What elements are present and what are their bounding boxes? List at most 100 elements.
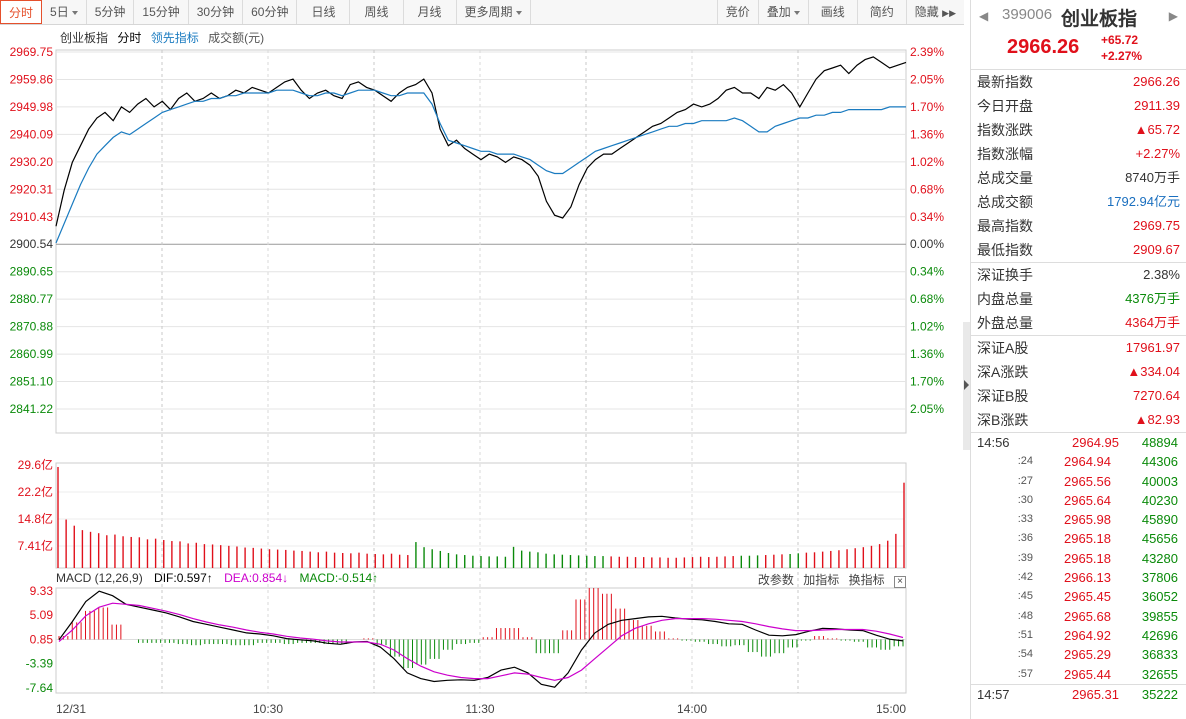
quote-value: +2.27%: [1135, 146, 1180, 161]
quote-value: 2909.67: [1133, 242, 1180, 257]
tab-30min[interactable]: 30分钟: [189, 0, 244, 24]
tab-fenshi[interactable]: 分时: [0, 0, 43, 24]
legend-lead[interactable]: 领先指标: [150, 31, 199, 45]
hide-button[interactable]: 隐藏 ▶▶: [907, 0, 964, 24]
lead-line: [55, 89, 906, 244]
hide-label: 隐藏: [914, 5, 939, 19]
chevron-down-icon: [71, 10, 78, 15]
quote-label: 总成交量: [977, 170, 1033, 186]
tick-price: 2965.18: [1064, 531, 1111, 547]
quote-value: 4364万手: [1125, 315, 1180, 330]
quote-value: 7270.64: [1133, 388, 1180, 403]
quote-row: 深B涨跌 ▲82.93: [971, 408, 1186, 432]
tick-row: :54 2965.29 36833: [971, 645, 1186, 664]
price-change-pct: +2.27%: [1101, 49, 1143, 63]
tick-time: 14:57: [977, 686, 1010, 702]
price-axis-label: 2900.54: [10, 237, 54, 251]
toolbar-spacer: [531, 0, 717, 24]
dea-line: [58, 602, 904, 681]
quote-value: 8740万手: [1125, 170, 1180, 185]
tick-volume: 37806: [1141, 570, 1178, 586]
tab-15min[interactable]: 15分钟: [134, 0, 189, 24]
tab-5day[interactable]: 5日: [42, 0, 87, 24]
swap-indicator-link[interactable]: 换指标: [848, 573, 885, 587]
price-frame: [55, 49, 907, 434]
draw-line-button[interactable]: 画线: [809, 0, 858, 24]
add-indicator-link[interactable]: 加指标: [803, 573, 840, 587]
tick-volume: 40230: [1141, 492, 1178, 508]
pct-axis-label: 1.36%: [910, 127, 944, 141]
quote-header: ◀ 399006 创业板指 ▶ 2966.26 +65.72 +2.27%: [971, 0, 1186, 70]
tick-row: :27 2965.56 40003: [971, 472, 1186, 491]
tab-5day-label: 5日: [50, 5, 69, 19]
quote-row: 最新指数 2966.26: [971, 70, 1186, 94]
tick-row: :36 2965.18 45656: [971, 529, 1186, 548]
pct-axis-label: 1.70%: [910, 100, 944, 114]
price-axis-label: 2851.10: [10, 375, 54, 389]
pct-axis-label: 1.02%: [910, 155, 944, 169]
auction-button[interactable]: 竞价: [716, 0, 759, 24]
tab-5min[interactable]: 5分钟: [87, 0, 135, 24]
pct-axis-label: 0.34%: [910, 210, 944, 224]
macd-axis-label: 0.85: [30, 632, 54, 646]
tick-time: :45: [1017, 590, 1033, 603]
period-toolbar: 分时 5日 5分钟 15分钟 30分钟 60分钟 日线 周线 月线 更多周期 竞…: [0, 0, 964, 25]
macd-title[interactable]: MACD (12,26,9): [56, 571, 143, 585]
close-icon[interactable]: ×: [894, 576, 906, 588]
quote-row: 最低指数 2909.67: [971, 238, 1186, 262]
macd-header: MACD (12,26,9) DIF:0.597↑ DEA:0.854↓ MAC…: [56, 571, 906, 589]
tick-price: 2965.29: [1064, 647, 1111, 663]
legend-mode: 分时: [117, 31, 142, 45]
next-arrow-icon[interactable]: ▶: [1168, 9, 1178, 23]
legend-index-name: 创业板指: [60, 31, 109, 45]
tick-volume: 36052: [1141, 589, 1178, 605]
tab-monthly[interactable]: 月线: [404, 0, 457, 24]
change-params-link[interactable]: 改参数: [757, 573, 794, 587]
overlay-button[interactable]: 叠加: [759, 0, 809, 24]
tick-list[interactable]: 14:56 2964.95 48894:24 2964.94 44306:27 2965.…: [971, 433, 1186, 703]
quote-panel: ◀ 399006 创业板指 ▶ 2966.26 +65.72 +2.27% 最新…: [970, 0, 1186, 719]
quote-label: 今日开盘: [977, 98, 1033, 114]
tick-price: 2965.45: [1064, 589, 1111, 605]
chart-area[interactable]: 2969.75 2.39% 2959.86 2.05% 2949.98 1.70% 2940…: [0, 25, 964, 719]
tick-time: :27: [1017, 474, 1033, 487]
price-axis-label: 2949.98: [10, 100, 54, 114]
tick-time: :57: [1017, 667, 1033, 680]
prev-arrow-icon[interactable]: ◀: [979, 9, 989, 23]
tick-time: :30: [1017, 493, 1033, 506]
volume-axis-label: 29.6亿: [18, 457, 53, 472]
quote-value: 2.38%: [1143, 267, 1180, 282]
pct-axis-label: 2.05%: [910, 72, 944, 86]
double-right-icon: ▶▶: [942, 8, 956, 18]
tick-volume: 35222: [1141, 686, 1178, 702]
quote-label: 最低指数: [977, 242, 1033, 258]
macd-dea: DEA:0.854↓: [224, 571, 289, 585]
tick-time: :39: [1017, 551, 1033, 564]
tick-row: :48 2965.68 39855: [971, 607, 1186, 626]
legend-volume: 成交额(元): [208, 31, 265, 45]
price-axis-label: 2870.88: [10, 320, 54, 334]
panel-collapse-handle[interactable]: [963, 322, 971, 450]
tab-60min[interactable]: 60分钟: [243, 0, 298, 24]
quote-label: 内盘总量: [977, 291, 1033, 307]
quote-label: 指数涨跌: [977, 122, 1033, 138]
quote-label: 深证A股: [977, 340, 1029, 356]
intraday-chart[interactable]: 2969.75 2.39% 2959.86 2.05% 2949.98 1.70% 2940…: [0, 25, 964, 719]
price-change: +65.72: [1101, 33, 1139, 47]
tick-row: :24 2964.94 44306: [971, 452, 1186, 471]
pct-axis-label: 1.70%: [910, 375, 944, 389]
tab-more-periods[interactable]: 更多周期: [457, 0, 531, 24]
quote-row: 深证B股 7270.64: [971, 384, 1186, 408]
simple-button[interactable]: 简约: [858, 0, 907, 24]
quote-label: 深证B股: [977, 388, 1029, 404]
quote-row: 深证A股 17961.97: [971, 336, 1186, 360]
tick-price: 2965.68: [1064, 608, 1111, 624]
tab-weekly[interactable]: 周线: [350, 0, 404, 24]
quote-label: 深A涨跌: [977, 364, 1029, 380]
macd-links: 改参数 加指标 换指标 ×: [752, 571, 906, 588]
tick-price: 2965.44: [1064, 666, 1111, 682]
quote-row: 指数涨跌 ▲65.72: [971, 118, 1186, 142]
volume-axis-label: 22.2亿: [18, 484, 53, 499]
quote-row: 深A涨跌 ▲334.04: [971, 360, 1186, 384]
tab-daily[interactable]: 日线: [297, 0, 351, 24]
